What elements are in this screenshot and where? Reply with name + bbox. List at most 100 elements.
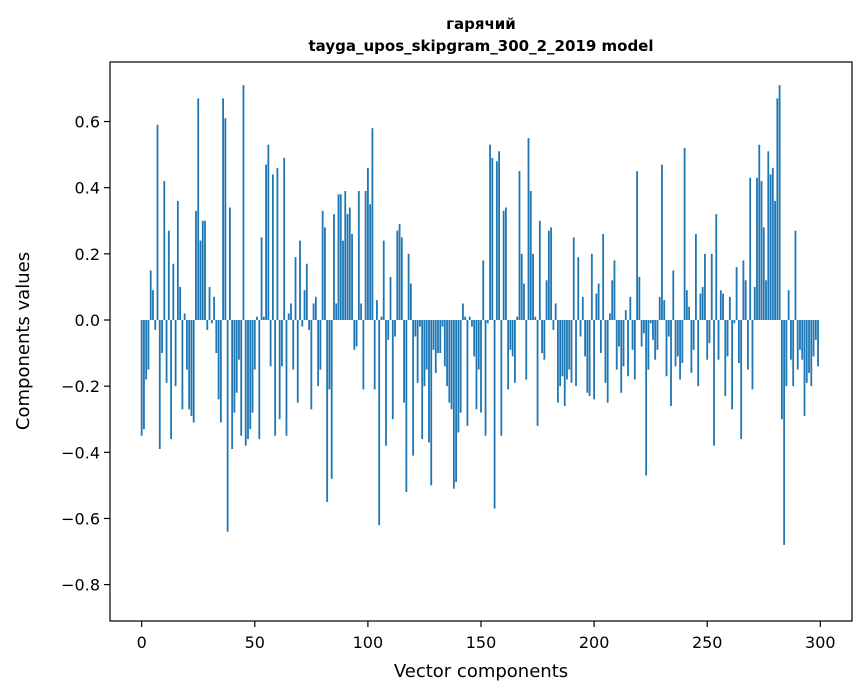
bar (742, 260, 745, 320)
bar (285, 320, 288, 436)
bar (543, 320, 546, 360)
bar (369, 204, 372, 320)
bar (437, 320, 439, 354)
bar (457, 320, 460, 433)
bar (631, 320, 634, 350)
bar (281, 320, 283, 367)
bar (364, 191, 367, 320)
bar (692, 320, 695, 350)
bar (190, 320, 193, 416)
bar (688, 306, 691, 320)
bar (538, 220, 541, 320)
x-tick-label: 250 (692, 633, 723, 652)
bar (262, 316, 265, 320)
bar (794, 230, 797, 320)
bar (597, 283, 600, 320)
bar (423, 320, 426, 387)
bar (762, 227, 765, 320)
bar (740, 320, 743, 440)
bar (222, 98, 225, 320)
bar (622, 320, 625, 367)
bar (667, 320, 670, 337)
bar (247, 320, 249, 440)
bar (303, 290, 306, 320)
bar (586, 320, 589, 393)
bar (267, 144, 270, 320)
bar (642, 320, 645, 334)
bar (328, 320, 331, 390)
bar (274, 320, 277, 436)
bar (618, 320, 620, 347)
bar (606, 320, 609, 403)
bar (419, 320, 421, 327)
bar (708, 320, 711, 344)
bar (724, 320, 727, 397)
bar (176, 200, 179, 320)
bar (256, 316, 258, 320)
bar (685, 290, 688, 320)
bar (192, 320, 195, 423)
y-tick-label: −0.2 (61, 377, 100, 396)
bar (670, 320, 672, 406)
bar (627, 320, 629, 377)
bar (283, 157, 286, 320)
bar (464, 316, 467, 320)
bar (278, 320, 281, 420)
bar (167, 230, 170, 320)
bar (174, 320, 177, 387)
bar (224, 118, 227, 320)
bar (579, 320, 582, 337)
bar (726, 320, 729, 357)
bar (373, 320, 376, 390)
bar (161, 320, 163, 354)
bar (201, 220, 204, 320)
bar (790, 320, 792, 360)
bar (525, 320, 528, 380)
bar (715, 214, 718, 320)
bar (652, 320, 654, 340)
bar (593, 320, 596, 400)
y-tick-label: 0.0 (75, 311, 100, 330)
bar (149, 270, 152, 320)
bar (590, 253, 593, 320)
bar (452, 320, 455, 489)
bar (244, 320, 247, 446)
bar (233, 320, 236, 413)
bar (753, 286, 756, 320)
bar (317, 320, 320, 387)
bar (477, 320, 480, 370)
y-tick-label: 0.4 (75, 179, 100, 198)
bar (769, 174, 772, 320)
bar (529, 191, 532, 320)
bar (697, 320, 700, 387)
bar (353, 320, 356, 350)
bar (695, 234, 697, 320)
bar (613, 260, 616, 320)
bar (787, 290, 790, 320)
bar (683, 148, 686, 320)
bar (287, 313, 290, 320)
bar (409, 283, 412, 320)
bar (679, 320, 681, 380)
bar (810, 320, 813, 387)
bar (749, 177, 752, 320)
bar (518, 171, 521, 320)
bar (805, 320, 808, 383)
bar (296, 320, 299, 403)
bar (170, 320, 172, 440)
bar (572, 237, 575, 320)
bar (563, 320, 566, 406)
bar (271, 174, 274, 320)
bar (536, 320, 539, 426)
bar (771, 167, 774, 320)
bar (238, 320, 240, 360)
bar (570, 320, 573, 383)
bar (717, 320, 720, 360)
bar (611, 280, 614, 320)
bar (656, 320, 659, 350)
bar (733, 320, 736, 324)
bar (502, 210, 505, 320)
bar (493, 320, 496, 509)
bar (638, 277, 641, 320)
bar (385, 320, 387, 446)
